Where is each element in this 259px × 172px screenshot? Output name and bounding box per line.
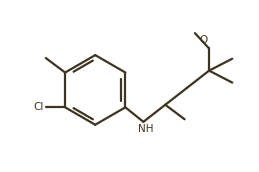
Text: NH: NH xyxy=(138,124,154,134)
Text: Cl: Cl xyxy=(33,102,43,112)
Text: methoxy: methoxy xyxy=(176,24,201,29)
Text: O: O xyxy=(200,35,208,45)
